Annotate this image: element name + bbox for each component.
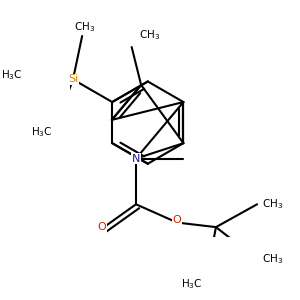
Text: H$_3$C: H$_3$C	[31, 125, 52, 139]
Text: CH$_3$: CH$_3$	[262, 197, 283, 211]
Text: H$_3$C: H$_3$C	[181, 278, 202, 291]
Text: O: O	[97, 222, 106, 232]
Text: O: O	[173, 215, 182, 225]
Text: Si: Si	[68, 74, 78, 84]
Text: N: N	[132, 154, 140, 164]
Text: CH$_3$: CH$_3$	[139, 29, 160, 43]
Text: CH$_3$: CH$_3$	[74, 20, 95, 34]
Text: H$_3$C: H$_3$C	[1, 68, 23, 82]
Text: CH$_3$: CH$_3$	[262, 252, 283, 266]
